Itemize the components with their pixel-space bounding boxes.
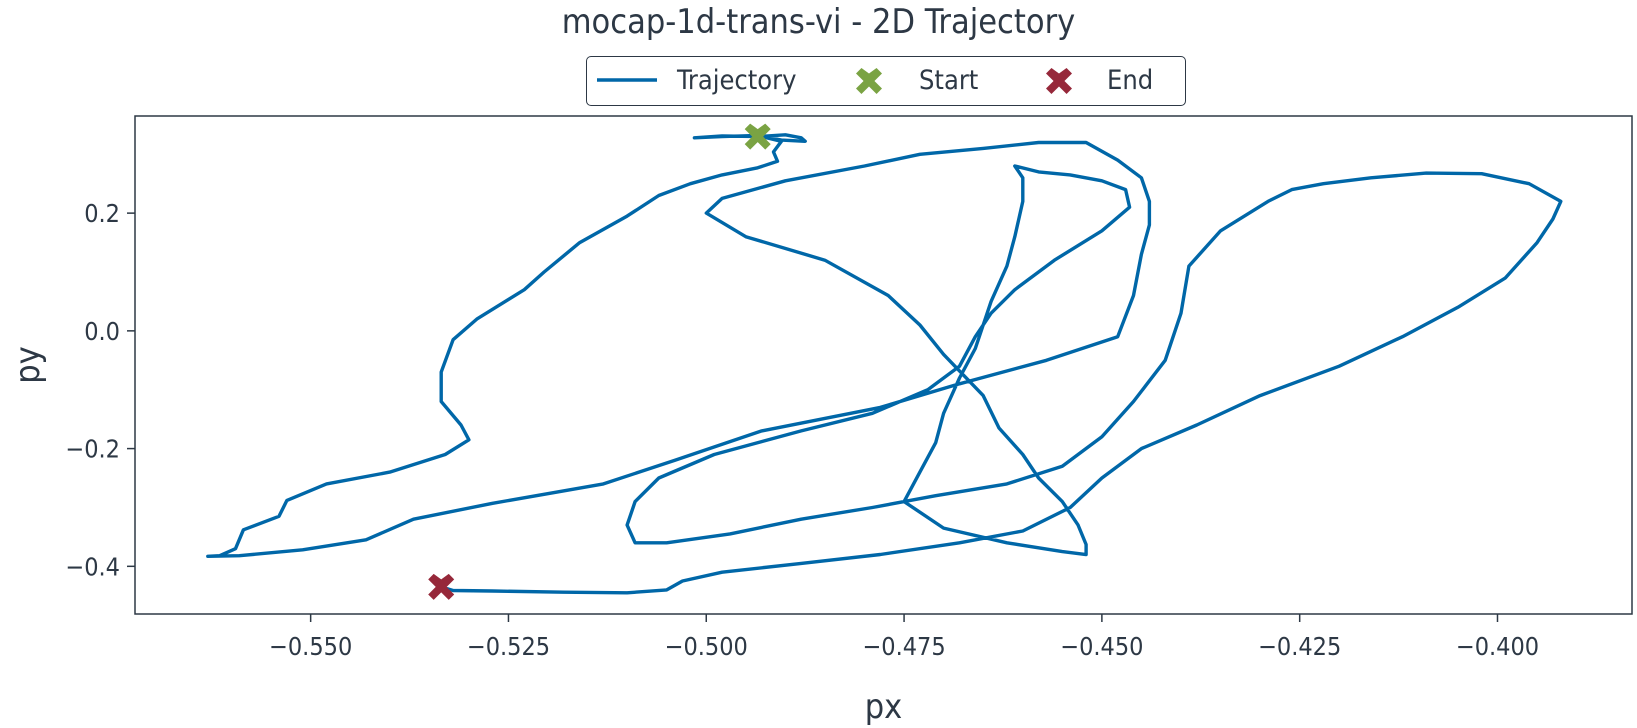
x-tick-label: −0.475: [862, 632, 945, 661]
y-axis: 0.2 0.0 −0.2 −0.4: [65, 199, 135, 581]
trajectory-line: [206, 133, 1563, 595]
legend-line-swatch: [597, 78, 657, 82]
end-marker: [428, 573, 455, 600]
legend-entry-end: End: [1037, 57, 1187, 105]
legend-entry-trajectory: Trajectory: [587, 57, 847, 105]
legend-label-end: End: [1107, 65, 1154, 96]
y-tick-label: −0.4: [65, 552, 120, 581]
x-tick-label: −0.450: [1060, 632, 1143, 661]
x-axis-label: px: [865, 687, 903, 727]
x-tick-label: −0.425: [1258, 632, 1341, 661]
y-tick-label: 0.2: [84, 199, 120, 228]
x-axis: −0.550 −0.525 −0.500 −0.475 −0.450 −0.425 −0.4…: [269, 614, 1539, 661]
start-marker: [744, 123, 771, 150]
y-tick-label: 0.0: [84, 317, 120, 346]
end-marker-icon: [1046, 68, 1072, 94]
legend-label-trajectory: Trajectory: [677, 65, 797, 96]
legend: Trajectory Start End: [586, 56, 1186, 106]
start-marker-icon: [856, 68, 882, 94]
x-tick-label: −0.525: [467, 632, 550, 661]
y-axis-label: py: [8, 346, 48, 384]
legend-entry-start: Start: [849, 57, 1029, 105]
legend-label-start: Start: [919, 65, 979, 96]
axes-frame: [134, 115, 1633, 615]
x-tick-label: −0.550: [269, 632, 352, 661]
x-tick-label: −0.400: [1456, 632, 1539, 661]
x-tick-label: −0.500: [665, 632, 748, 661]
y-tick-label: −0.2: [65, 435, 120, 464]
chart-title: mocap-1d-trans-vi - 2D Trajectory: [561, 2, 1076, 42]
